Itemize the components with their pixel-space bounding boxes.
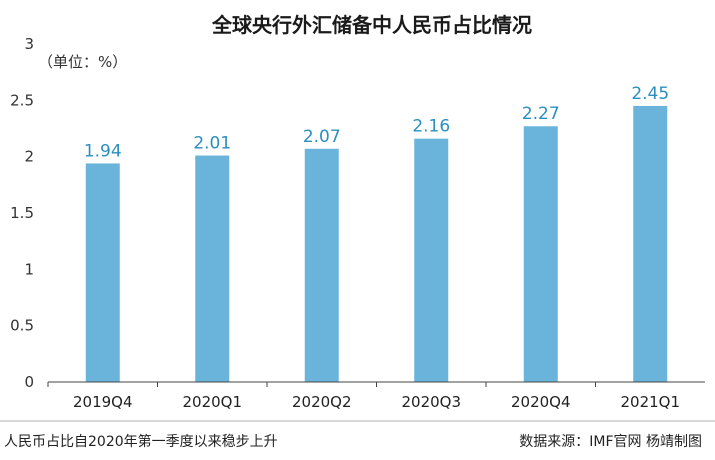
unit-label: （单位：%） <box>38 53 127 71</box>
bar-2021Q1 <box>633 105 668 382</box>
x-axis-ticks: 2019Q4 2020Q1 2020Q2 2020Q3 2020Q4 2021Q1 <box>47 382 680 411</box>
data-labels: 1.94 2.01 2.07 2.16 2.27 2.45 <box>84 84 669 161</box>
bars <box>85 105 668 382</box>
x-tick-label: 2021Q1 <box>620 393 680 411</box>
footer-source: 数据来源：IMF官网 杨靖制图 <box>519 434 702 450</box>
y-tick-label: 0 <box>24 373 34 391</box>
y-tick-label: 1 <box>24 260 34 278</box>
bar-2020Q2 <box>304 148 339 382</box>
y-tick-label: 2 <box>24 148 34 166</box>
data-label-2019Q4: 1.94 <box>84 141 122 161</box>
data-label-2020Q2: 2.07 <box>303 127 341 147</box>
bar-2020Q1 <box>195 155 230 382</box>
y-tick-label: 3 <box>24 35 34 53</box>
y-axis-ticks: 0 0.5 1 1.5 2 2.5 3 <box>10 35 34 391</box>
x-tick-label: 2020Q3 <box>401 393 461 411</box>
y-tick-label: 2.5 <box>10 91 34 109</box>
x-tick-label: 2019Q4 <box>73 393 133 411</box>
x-tick-label: 2020Q2 <box>292 393 352 411</box>
data-label-2021Q1: 2.45 <box>631 84 669 104</box>
x-tick-label: 2020Q4 <box>511 393 571 411</box>
chart-title: 全球央行外汇储备中人民币占比情况 <box>211 13 532 37</box>
data-label-2020Q1: 2.01 <box>193 134 231 154</box>
data-label-2020Q4: 2.27 <box>522 104 560 124</box>
data-label-2020Q3: 2.16 <box>412 117 450 137</box>
footer-caption: 人民币占比自2020年第一季度以来稳步上升 <box>4 433 278 450</box>
bar-2019Q4 <box>85 163 120 382</box>
x-tick-label: 2020Q1 <box>182 393 242 411</box>
y-tick-label: 0.5 <box>10 317 34 335</box>
bar-2020Q3 <box>414 138 449 382</box>
y-tick-label: 1.5 <box>10 204 34 222</box>
bar-2020Q4 <box>523 126 558 382</box>
